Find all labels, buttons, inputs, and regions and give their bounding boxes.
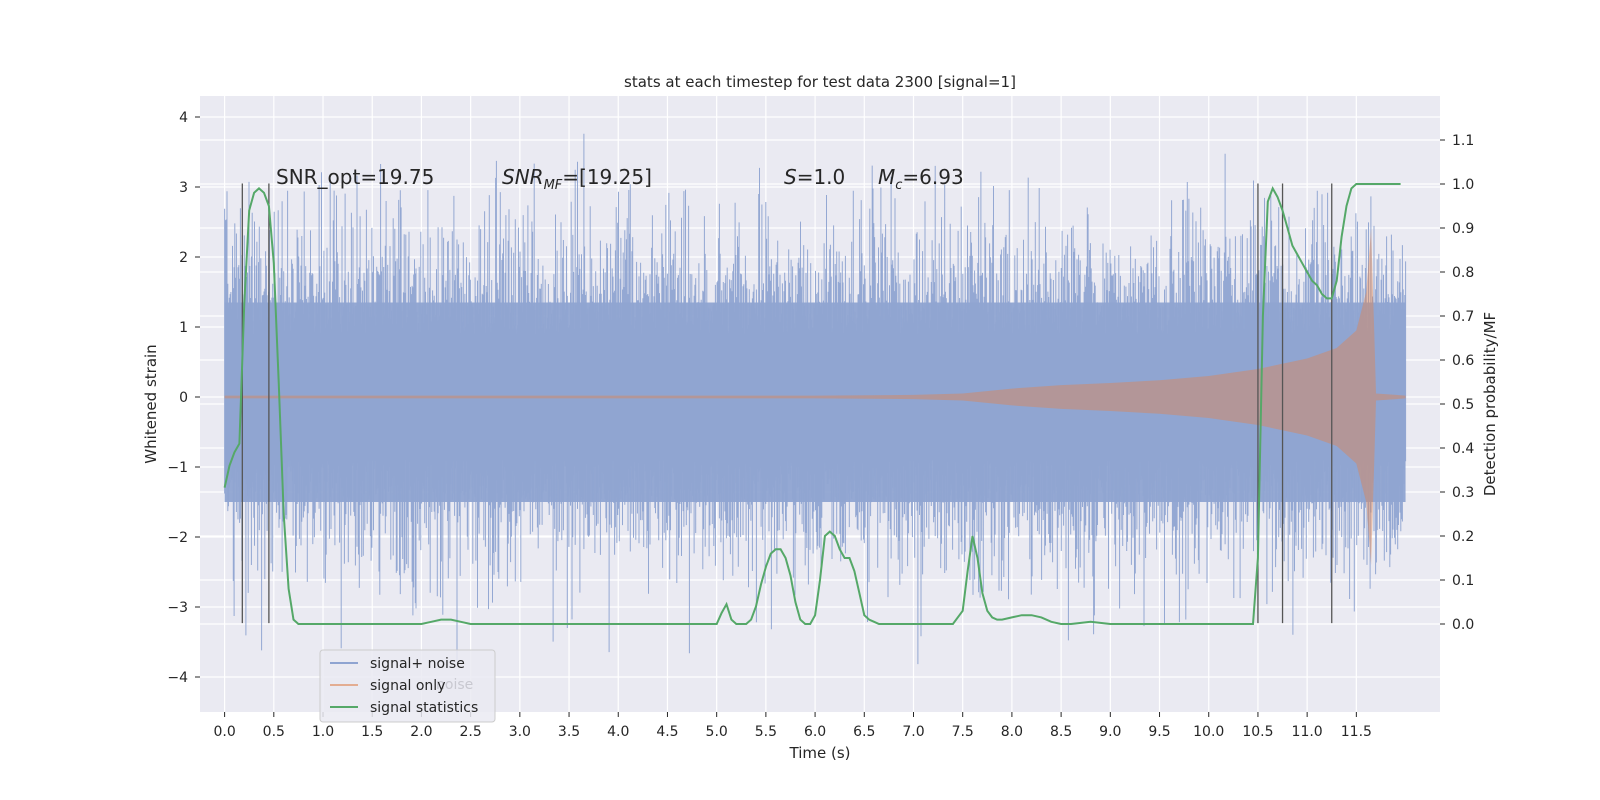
x-tick-label-20: 10.0 <box>1193 724 1224 740</box>
x-tick-label-18: 9.0 <box>1099 724 1121 740</box>
chart-title: stats at each timestep for test data 230… <box>624 73 1016 91</box>
signal-statistics-series <box>223 183 1401 625</box>
x-tick-label-23: 11.5 <box>1341 724 1372 740</box>
y2-tick-label-11: 1.1 <box>1452 133 1474 149</box>
annotation-snr-opt: SNR_opt=19.75 <box>276 165 434 189</box>
y2-tick-label-5: 0.5 <box>1452 397 1474 413</box>
x-tick-label-5: 2.5 <box>460 724 482 740</box>
y2-tick-label-2: 0.2 <box>1452 529 1474 545</box>
legend-ghost-text: noise <box>436 677 473 693</box>
y2-ticks: 0.0 0.1 0.2 0.3 0.4 0.5 0.6 0.7 0.8 0.9 1.0 1.1 <box>1440 133 1474 633</box>
x-tick-label-16: 8.0 <box>1001 724 1023 740</box>
x-tick-label-22: 11.0 <box>1292 724 1323 740</box>
annotation-mc: Mc=6.93 <box>878 165 964 193</box>
y-tick-label-7: 3 <box>179 180 188 196</box>
x-tick-label-15: 7.5 <box>952 724 974 740</box>
y-tick-label-4: 0 <box>179 390 188 406</box>
x-tick-label-9: 4.5 <box>656 724 678 740</box>
legend-item-signal: signal only <box>370 678 445 694</box>
x-tick-label-1: 0.5 <box>263 724 285 740</box>
legend: noise signal+ noise signal only signal s… <box>319 649 496 723</box>
x-axis-label: Time (s) <box>789 744 851 762</box>
y2-tick-label-9: 0.9 <box>1452 221 1474 237</box>
y-tick-label-2: −2 <box>167 530 188 546</box>
legend-box <box>319 649 496 723</box>
y-tick-label-5: 1 <box>179 320 188 336</box>
annotation-s: S=1.0 <box>784 165 845 189</box>
y-tick-label-8: 4 <box>179 110 188 126</box>
noise-bars <box>224 133 1407 665</box>
x-tick-label-3: 1.5 <box>361 724 383 740</box>
x-tick-label-12: 6.0 <box>804 724 826 740</box>
x-tick-label-7: 3.5 <box>558 724 580 740</box>
vertical-markers <box>241 183 1333 624</box>
x-ticks: 0.0 0.5 1.0 1.5 2.0 2.5 3.0 3.5 4.0 4.5 5.0 5.5 6.0 6… <box>213 712 1372 740</box>
x-tick-label-0: 0.0 <box>213 724 235 740</box>
signal-statistics-line <box>223 183 1401 625</box>
y2-tick-label-4: 0.4 <box>1452 441 1474 457</box>
x-tick-label-13: 6.5 <box>853 724 875 740</box>
y-ticks: −4 −3 −2 −1 0 1 2 3 4 <box>167 110 200 686</box>
x-tick-label-19: 9.5 <box>1148 724 1170 740</box>
signal-only-series <box>224 229 1406 565</box>
x-tick-label-14: 7.0 <box>902 724 924 740</box>
signal-noise-series <box>224 133 1407 665</box>
y2-tick-label-1: 0.1 <box>1452 573 1474 589</box>
x-tick-label-6: 3.0 <box>509 724 531 740</box>
y2-tick-label-6: 0.6 <box>1452 353 1474 369</box>
legend-item-noise: signal+ noise <box>370 656 465 672</box>
y-tick-label-3: −1 <box>167 460 188 476</box>
y2-tick-label-0: 0.0 <box>1452 617 1474 633</box>
y-axis-label: Whitened strain <box>142 344 160 463</box>
annotation-snr-mf: SNRMF=[19.25] <box>502 165 652 193</box>
y2-tick-label-7: 0.7 <box>1452 309 1474 325</box>
y2-tick-label-8: 0.8 <box>1452 265 1474 281</box>
legend-item-stats: signal statistics <box>370 700 478 716</box>
x-tick-label-4: 2.0 <box>410 724 432 740</box>
signal-envelope <box>224 229 1406 565</box>
x-tick-label-10: 5.0 <box>706 724 728 740</box>
x-tick-label-2: 1.0 <box>312 724 334 740</box>
y2-tick-label-10: 1.0 <box>1452 177 1474 193</box>
x-tick-label-11: 5.5 <box>755 724 777 740</box>
y-tick-label-6: 2 <box>179 250 188 266</box>
x-tick-label-21: 10.5 <box>1242 724 1273 740</box>
x-tick-label-17: 8.5 <box>1050 724 1072 740</box>
x-tick-label-8: 4.0 <box>607 724 629 740</box>
y2-tick-label-3: 0.3 <box>1452 485 1474 501</box>
y-tick-label-1: −3 <box>167 600 188 616</box>
y-tick-label-0: −4 <box>167 670 188 686</box>
y2-axis-label: Detection probability/MF <box>1481 312 1499 496</box>
